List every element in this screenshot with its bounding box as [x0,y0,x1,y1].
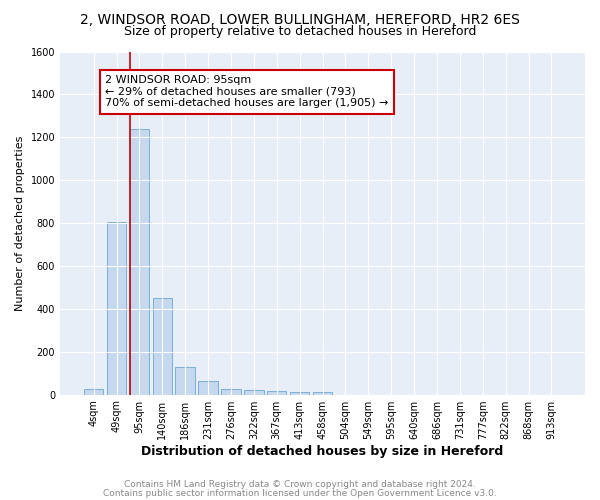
Bar [199,380,218,394]
Bar [175,366,195,394]
Text: 2 WINDSOR ROAD: 95sqm
← 29% of detached houses are smaller (793)
70% of semi-det: 2 WINDSOR ROAD: 95sqm ← 29% of detached … [105,75,388,108]
Bar [244,390,263,394]
Bar [313,392,332,394]
X-axis label: Distribution of detached houses by size in Hereford: Distribution of detached houses by size … [142,444,503,458]
Text: Size of property relative to detached houses in Hereford: Size of property relative to detached ho… [124,25,476,38]
Text: Contains public sector information licensed under the Open Government Licence v3: Contains public sector information licen… [103,488,497,498]
Bar [221,389,241,394]
Text: 2, WINDSOR ROAD, LOWER BULLINGHAM, HEREFORD, HR2 6ES: 2, WINDSOR ROAD, LOWER BULLINGHAM, HEREF… [80,12,520,26]
Y-axis label: Number of detached properties: Number of detached properties [15,136,25,310]
Bar [130,128,149,394]
Bar [84,389,103,394]
Bar [107,222,126,394]
Bar [267,392,286,394]
Bar [152,298,172,394]
Bar [290,392,310,394]
Text: Contains HM Land Registry data © Crown copyright and database right 2024.: Contains HM Land Registry data © Crown c… [124,480,476,489]
